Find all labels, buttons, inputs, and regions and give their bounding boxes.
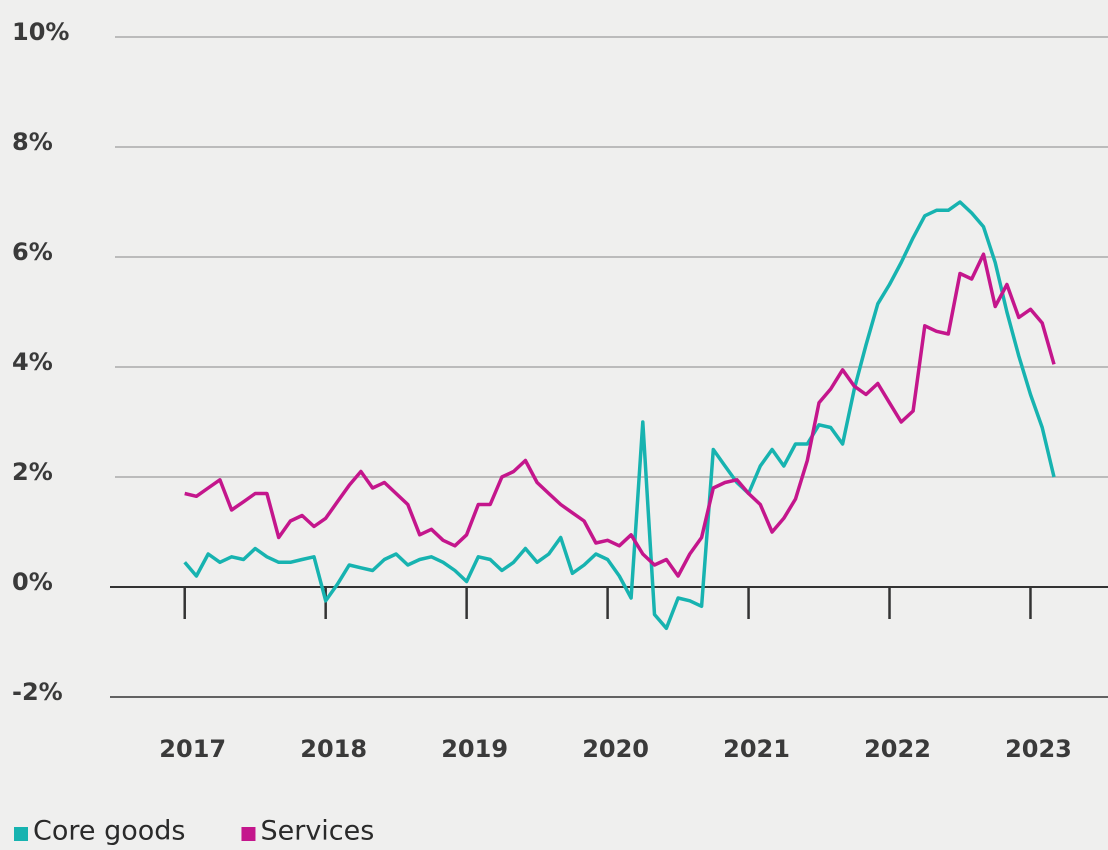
legend-label: Services bbox=[260, 816, 374, 847]
x-tick-label: 2020 bbox=[582, 735, 649, 763]
x-tick-label: 2023 bbox=[1005, 735, 1072, 763]
legend-swatch bbox=[241, 827, 256, 841]
y-tick-label: 2% bbox=[12, 458, 53, 486]
y-tick-label: -2% bbox=[12, 678, 63, 706]
x-tick-label: 2022 bbox=[864, 735, 931, 763]
x-tick-label: 2017 bbox=[159, 735, 226, 763]
x-tick-label: 2019 bbox=[441, 735, 508, 763]
x-tick-label: 2018 bbox=[300, 735, 367, 763]
legend-label: Core goods bbox=[33, 816, 185, 847]
line-series bbox=[184, 252, 1056, 578]
y-tick-label: 10% bbox=[12, 18, 69, 46]
line-series bbox=[183, 200, 1056, 631]
y-tick-label: 4% bbox=[12, 348, 53, 376]
y-tick-label: 6% bbox=[12, 238, 53, 266]
legend-swatch bbox=[14, 827, 28, 841]
y-tick-label: 8% bbox=[12, 128, 53, 156]
x-tick-label: 2021 bbox=[723, 735, 790, 763]
y-tick-label: 0% bbox=[12, 568, 53, 596]
